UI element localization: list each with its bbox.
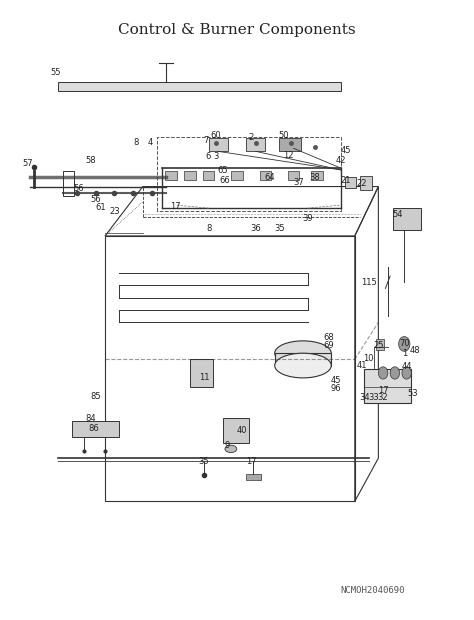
Text: 69: 69 [324, 341, 334, 350]
Text: 41: 41 [356, 361, 367, 370]
Text: 1: 1 [401, 348, 407, 358]
Ellipse shape [275, 341, 331, 366]
Text: 86: 86 [88, 424, 99, 433]
Text: 11: 11 [199, 373, 209, 383]
Circle shape [378, 367, 388, 379]
Text: 38: 38 [310, 174, 320, 182]
Text: 40: 40 [237, 426, 247, 435]
Text: 50: 50 [279, 131, 289, 141]
Text: 8: 8 [133, 138, 138, 146]
Text: 25: 25 [373, 341, 383, 350]
Ellipse shape [225, 445, 237, 453]
Text: 10: 10 [363, 353, 373, 363]
Text: 4: 4 [147, 138, 153, 146]
Text: 55: 55 [50, 68, 61, 77]
Text: 37: 37 [293, 179, 304, 187]
Text: 8: 8 [206, 224, 211, 233]
Text: 65: 65 [218, 166, 228, 175]
Bar [63, 171, 74, 196]
Bar [223, 418, 249, 443]
Text: 48: 48 [410, 345, 420, 355]
Text: 45: 45 [340, 146, 351, 155]
Ellipse shape [275, 353, 331, 378]
Polygon shape [58, 82, 341, 91]
Text: 64: 64 [264, 173, 275, 182]
Text: 17: 17 [246, 457, 256, 466]
Bar [246, 138, 265, 151]
Text: 85: 85 [91, 392, 101, 401]
Text: 33: 33 [368, 393, 379, 402]
Text: 32: 32 [378, 393, 388, 402]
Bar [288, 170, 299, 180]
Text: 21: 21 [340, 176, 351, 185]
Text: 56: 56 [91, 195, 101, 204]
Text: 44: 44 [401, 362, 412, 371]
Bar [311, 170, 323, 180]
Text: 6: 6 [205, 153, 210, 161]
Bar [279, 138, 301, 151]
Text: 57: 57 [22, 159, 33, 167]
Bar [165, 170, 177, 180]
Text: 115: 115 [361, 278, 377, 286]
Bar [376, 339, 384, 350]
Text: 23: 23 [109, 206, 120, 216]
Bar [231, 170, 243, 180]
Bar [364, 369, 411, 402]
Text: 68: 68 [324, 334, 334, 342]
Text: 9: 9 [225, 441, 230, 450]
Text: 84: 84 [86, 414, 96, 422]
Bar [246, 474, 261, 480]
Text: 61: 61 [95, 203, 106, 212]
Bar [360, 176, 372, 190]
Text: 60: 60 [210, 131, 221, 141]
Text: 45: 45 [331, 376, 341, 386]
Text: 96: 96 [331, 384, 341, 393]
Bar [260, 170, 271, 180]
Circle shape [402, 367, 411, 379]
Text: 34: 34 [359, 393, 370, 402]
Text: 17: 17 [171, 202, 181, 211]
Bar [346, 177, 356, 188]
Text: 7: 7 [204, 136, 209, 144]
Text: 70: 70 [399, 339, 410, 348]
Text: 66: 66 [220, 176, 230, 185]
Text: 58: 58 [86, 156, 96, 164]
Bar [72, 421, 119, 436]
Text: 36: 36 [250, 224, 261, 233]
Text: 56: 56 [74, 184, 84, 193]
Text: 3: 3 [213, 153, 219, 161]
Bar [184, 170, 196, 180]
Bar [392, 208, 421, 230]
Circle shape [390, 367, 400, 379]
Text: 54: 54 [392, 210, 402, 219]
Bar [203, 170, 214, 180]
Text: 42: 42 [336, 156, 346, 165]
Circle shape [399, 337, 410, 352]
Text: 35: 35 [199, 457, 210, 466]
Bar [209, 138, 228, 151]
Text: Control & Burner Components: Control & Burner Components [118, 23, 356, 37]
Text: 39: 39 [302, 214, 313, 223]
Bar [190, 360, 213, 387]
Text: 12: 12 [283, 151, 294, 160]
Text: 2: 2 [248, 133, 254, 142]
Bar [275, 353, 331, 366]
Text: NCMOH2040690: NCMOH2040690 [341, 586, 405, 595]
Text: 35: 35 [274, 224, 285, 233]
Text: 17: 17 [378, 386, 388, 395]
Text: 53: 53 [408, 389, 418, 398]
Text: 22: 22 [356, 179, 367, 188]
